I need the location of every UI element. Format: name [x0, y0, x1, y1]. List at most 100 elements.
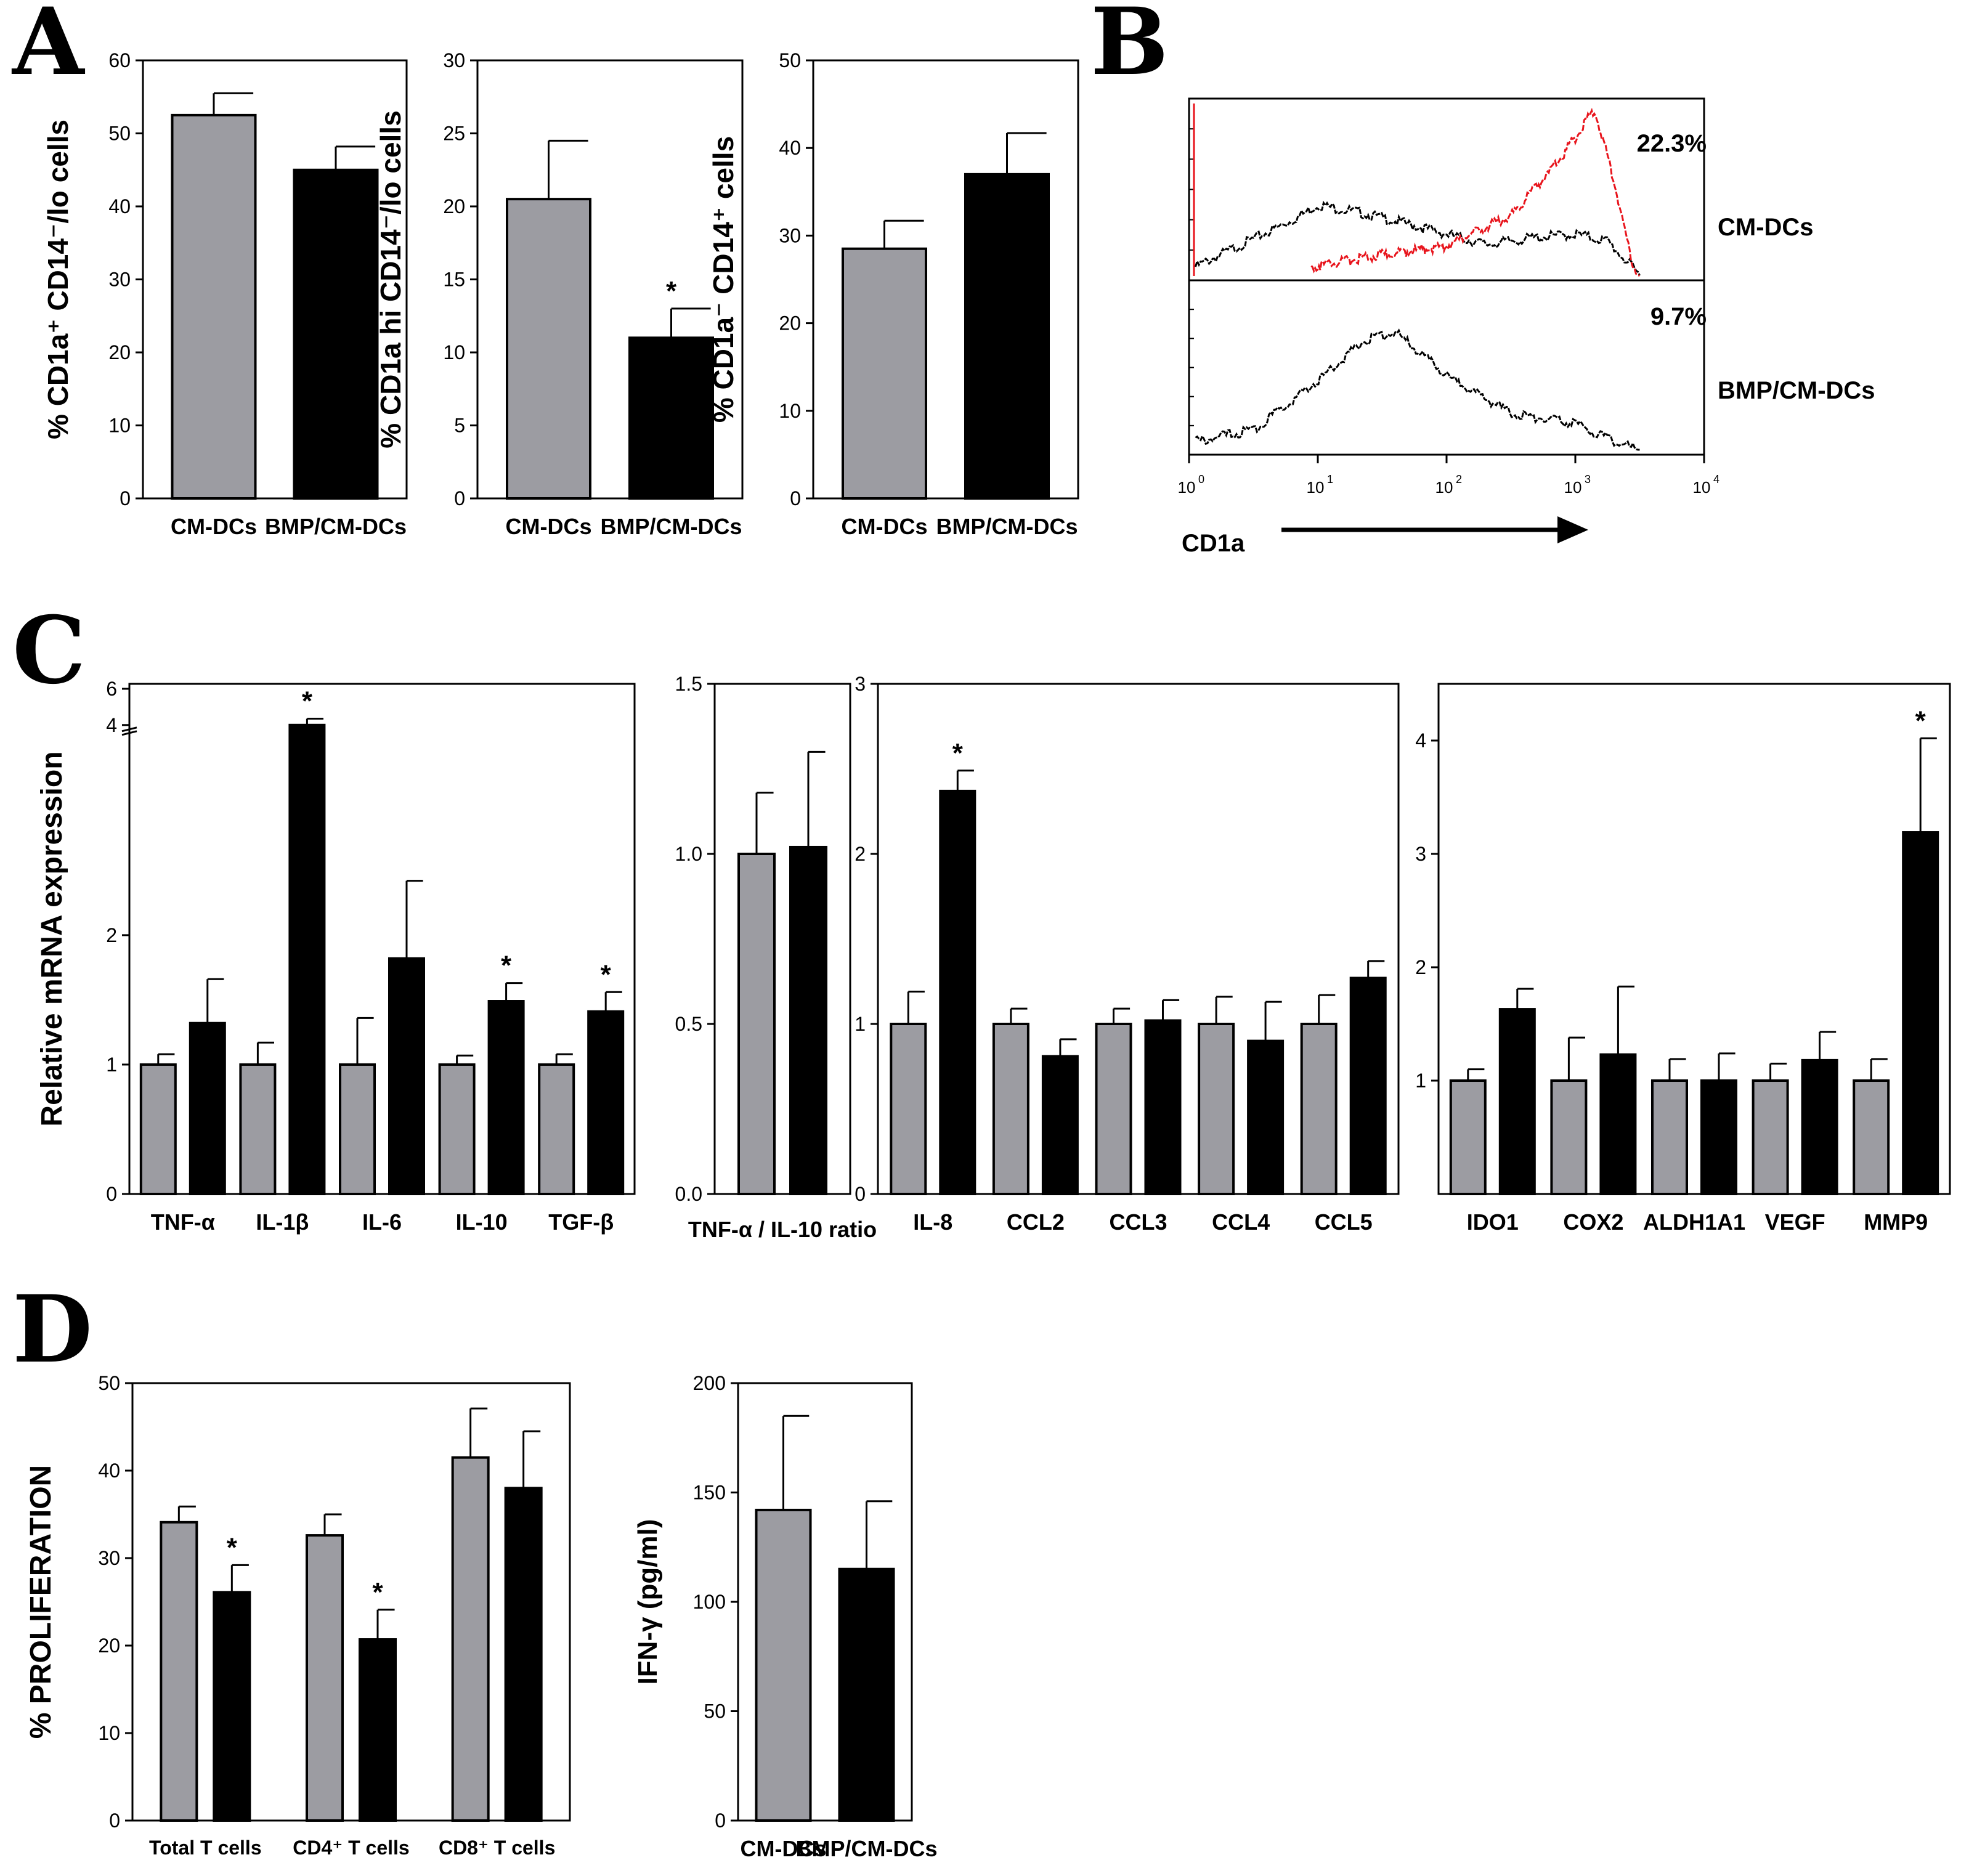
y-tick-label: 0.0 [675, 1183, 702, 1205]
x-category-label: TNF-α [151, 1209, 215, 1235]
x-category-label: BMP/CM-DCs [796, 1836, 938, 1861]
y-axis-label: % CD1a hi CD14⁻/lo cells [375, 110, 407, 448]
x-category-label: CM-DCs [171, 514, 257, 539]
x-category-label: CCL3 [1109, 1209, 1167, 1235]
x-axis-label: TNF-α / IL-10 ratio [688, 1217, 877, 1242]
y-tick-label: 15 [443, 269, 465, 291]
bar-cd4-t-cells-cm-dcs [306, 1534, 344, 1822]
significance-star: * [1915, 705, 1926, 736]
significance-star: * [227, 1532, 238, 1562]
y-tick-label: 40 [779, 137, 801, 159]
histogram-frame [1188, 97, 1705, 456]
significance-star: * [601, 959, 612, 989]
y-tick-label: 1 [855, 1013, 866, 1035]
y-tick-label: 40 [98, 1460, 120, 1482]
bar-aldh1a1-cm-dcs [1651, 1079, 1688, 1195]
plot-frame [131, 1382, 571, 1822]
x-category-label: IL-6 [362, 1209, 402, 1235]
x-category-label: BMP/CM-DCs [936, 514, 1078, 539]
y-tick-label: 20 [98, 1634, 120, 1657]
y-tick-label: 50 [779, 49, 801, 71]
x-tick-label: 10 [1178, 478, 1196, 497]
bar-ccl5-bmp-cm-dcs [1349, 977, 1387, 1195]
bar-tnf-bmp-cm-dcs [189, 1021, 226, 1196]
x-category-label: CD4⁺ T cells [293, 1837, 409, 1859]
bar-ccl3-bmp-cm-dcs [1144, 1019, 1182, 1195]
bar-vegf-cm-dcs [1752, 1079, 1789, 1195]
bar-il-1-cm-dcs [239, 1063, 277, 1196]
bar-cd8-t-cells-cm-dcs [451, 1456, 490, 1822]
x-category-label: CD8⁺ T cells [439, 1837, 555, 1859]
bar-tgf-cm-dcs [538, 1063, 575, 1196]
chart-a2-cd1a-hi-cd14-lo: 0 5 10 15 20 25 30 % CD1a hi CD14⁻/lo cells CM-D… [375, 49, 744, 539]
panel-letter-b: B [1090, 0, 1169, 96]
bar-mmp9-cm-dcs [1853, 1079, 1890, 1195]
x-category-label: CM-DCs [506, 514, 592, 539]
bar-tgf-bmp-cm-dcs [587, 1010, 625, 1196]
histogram-curve-cm-dcs-isotype [1195, 200, 1641, 276]
y-tick-label: 50 [108, 123, 131, 145]
bar-ccl2-cm-dcs [992, 1023, 1029, 1195]
y-axis-label: % CD1a⁺ CD14⁻/lo cells [42, 120, 74, 439]
y-tick-label: 20 [108, 341, 131, 363]
arrow-head [1557, 516, 1588, 543]
sample-label: BMP/CM-DCs [1718, 377, 1875, 404]
y-tick-label: 100 [693, 1591, 726, 1613]
bar-ido1-bmp-cm-dcs [1498, 1008, 1536, 1195]
bar-total-t-cells-cm-dcs [160, 1521, 198, 1822]
x-category-label: IL-10 [456, 1209, 508, 1235]
y-tick-label: 10 [779, 400, 801, 422]
axis-break-mark [121, 726, 137, 733]
chart-c2-tnf-il10-ratio: 0.0 0.5 1.0 1.5 TNF-α / IL-10 ratio [675, 673, 877, 1242]
significance-star: * [952, 738, 964, 768]
bar-cd4-t-cells-bmp-cm-dcs [359, 1638, 397, 1822]
bar-il-10-bmp-cm-dcs [487, 1000, 525, 1196]
bar-total-t-cells-bmp-cm-dcs [213, 1591, 251, 1822]
plot-frame [877, 683, 1400, 1195]
y-tick-label: 200 [693, 1372, 726, 1394]
x-tick-label: 10 [1307, 478, 1325, 497]
bar-il-6-bmp-cm-dcs [388, 957, 425, 1196]
bar-ccl5-cm-dcs [1300, 1023, 1338, 1195]
x-category-label: VEGF [1765, 1209, 1825, 1235]
x-tick-exponent: 2 [1456, 473, 1462, 485]
y-tick-label: 30 [108, 269, 131, 291]
bar-il-10-cm-dcs [438, 1063, 476, 1196]
bar-bmp-cm-dcs [628, 336, 714, 500]
bar-ccl2-bmp-cm-dcs [1041, 1055, 1079, 1195]
y-tick-label: 0.5 [675, 1013, 702, 1035]
bar-cd8-t-cells-bmp-cm-dcs [504, 1487, 543, 1822]
y-tick-label: 5 [454, 415, 465, 437]
y-axis-label: Relative mRNA expression [36, 751, 68, 1126]
axis-break-mark [121, 730, 137, 736]
y-tick-label: 2 [1415, 956, 1426, 978]
x-category-label: COX2 [1563, 1209, 1623, 1235]
y-tick-label: 30 [779, 224, 801, 246]
x-category-label: CM-DCs [842, 514, 928, 539]
y-tick-label: 0 [120, 487, 131, 510]
x-category-label: BMP/CM-DCs [265, 514, 407, 539]
bar-ccl3-cm-dcs [1095, 1023, 1132, 1195]
x-category-label: MMP9 [1864, 1209, 1928, 1235]
x-tick-exponent: 3 [1585, 473, 1591, 485]
x-category-label: CCL2 [1007, 1209, 1065, 1235]
x-axis-label: CD1a [1182, 530, 1245, 557]
significance-star: * [501, 951, 512, 981]
y-tick-label: 6 [106, 678, 117, 700]
y-tick-label: 0 [106, 1183, 117, 1205]
bar-bmp-cm-dcs [293, 168, 379, 500]
significance-star: * [302, 686, 313, 717]
plot-frame [1437, 683, 1951, 1195]
y-tick-label: 0 [454, 487, 465, 510]
y-tick-label: 4 [106, 714, 117, 736]
y-tick-label: 30 [98, 1547, 120, 1569]
y-tick-label: 20 [779, 312, 801, 335]
y-tick-label: 0 [855, 1183, 866, 1205]
histogram-curve-cm-dcs-cd1a [1310, 107, 1640, 277]
sample-label: CM-DCs [1718, 214, 1814, 241]
significance-star: * [372, 1577, 383, 1607]
x-category-label: CCL5 [1315, 1209, 1373, 1235]
bar-bmp-cm-dcs [838, 1567, 895, 1822]
y-tick-label: 30 [443, 49, 465, 71]
